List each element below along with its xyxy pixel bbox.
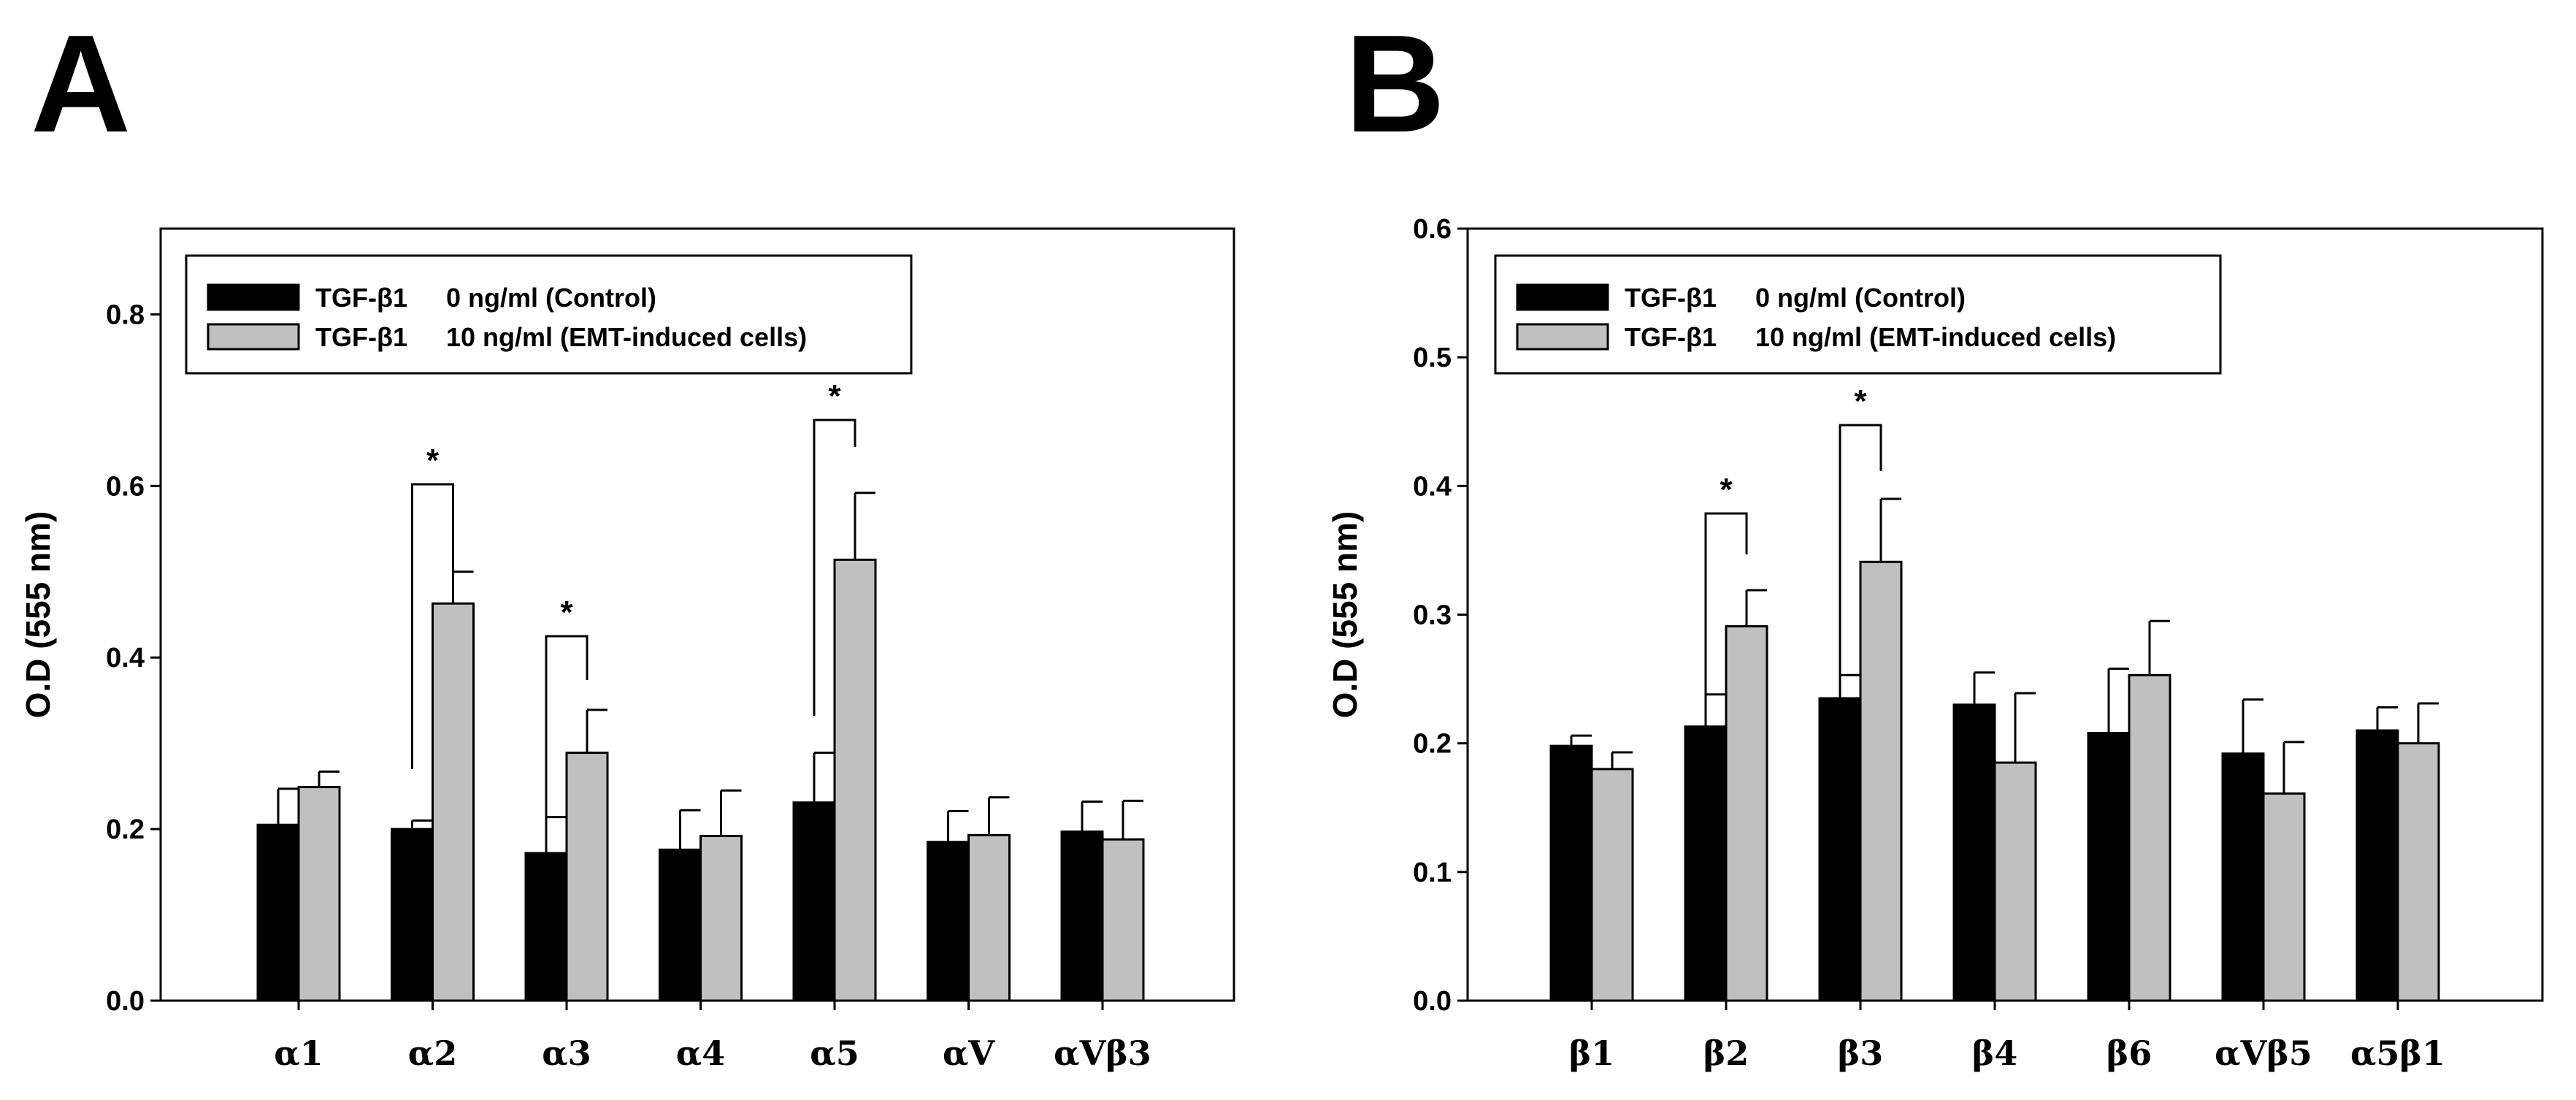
- bar-control: [2355, 729, 2399, 1002]
- bar-emt: [1859, 560, 1903, 1002]
- bar-emt: [833, 558, 877, 1002]
- bar-emt: [1590, 768, 1634, 1002]
- bar-emt: [967, 833, 1011, 1002]
- bar-control: [2087, 732, 2131, 1002]
- bar-emt: [297, 786, 341, 1002]
- legend-series-dose: 10 ng/ml (EMT-induced cells): [1755, 322, 2116, 352]
- x-category-label: αVβ5: [2215, 1034, 2312, 1073]
- legend-box: [1494, 254, 2222, 375]
- bar-control: [927, 841, 970, 1002]
- bar-emt: [2128, 673, 2171, 1002]
- x-category-label: β2: [1703, 1034, 1749, 1073]
- bar-emt: [2396, 742, 2440, 1002]
- legend-series-dose: 0 ng/ml (Control): [446, 283, 656, 313]
- legend-swatch-control: [1516, 283, 1609, 311]
- y-tick-label: 0.8: [106, 299, 145, 330]
- significance-bracket: [813, 419, 856, 716]
- y-tick-label: 0.4: [106, 643, 145, 673]
- plot-frame: [1466, 227, 2544, 1002]
- y-tick-label: 0.0: [1413, 986, 1452, 1017]
- y-tick-label: 0.4: [1413, 471, 1452, 502]
- y-axis-label: O.D (555 nm): [1326, 511, 1364, 719]
- bar-emt: [2262, 792, 2306, 1002]
- legend-box: [185, 254, 913, 375]
- significance-bracket: [545, 635, 589, 821]
- significance-star: *: [560, 595, 573, 630]
- x-category-label: α1: [274, 1034, 323, 1073]
- significance-star: *: [1720, 472, 1733, 508]
- y-tick-label: 0.0: [106, 986, 145, 1017]
- bar-control: [1684, 725, 1728, 1002]
- legend-series-dose: 10 ng/ml (EMT-induced cells): [446, 322, 807, 352]
- significance-bracket: [411, 483, 454, 769]
- y-tick-label: 0.1: [1413, 858, 1452, 888]
- significance-bracket: [1839, 424, 1882, 719]
- bar-control: [1549, 744, 1593, 1002]
- legend-swatch-emt: [207, 323, 300, 351]
- bar-emt: [1993, 761, 2037, 1002]
- x-category-label: α3: [542, 1034, 591, 1073]
- significance-bracket: [1704, 512, 1748, 760]
- x-category-label: β3: [1838, 1034, 1884, 1073]
- x-category-label: β4: [1972, 1034, 2018, 1073]
- y-tick-label: 0.2: [1413, 729, 1452, 760]
- chart-panel-b: B 0.0 0.1 0.2 0.3 0.4 0.5 0.6 O.D (555 nm) β1 β2 β3…: [1326, 7, 2544, 1073]
- legend-series-dose: 0 ng/ml (Control): [1755, 283, 1966, 313]
- x-category-label: αV: [943, 1034, 995, 1073]
- y-tick-label: 0.6: [1413, 214, 1452, 245]
- y-tick-label: 0.3: [1413, 600, 1452, 631]
- bar-control: [256, 823, 300, 1002]
- bar-control: [1952, 703, 1996, 1002]
- x-category-label: α4: [676, 1034, 725, 1073]
- bar-emt: [565, 752, 609, 1002]
- bar-control: [1060, 830, 1104, 1002]
- legend-series-name: TGF-β1: [1625, 283, 1717, 313]
- legend: TGF-β1 0 ng/ml (Control) TGF-β1 10 ng/ml (E…: [1494, 254, 2222, 375]
- legend-swatch-control: [207, 283, 300, 311]
- legend: TGF-β1 0 ng/ml (Control) TGF-β1 10 ng/ml (E…: [185, 254, 913, 375]
- panel-letter: B: [1345, 7, 1445, 161]
- bar-control: [2221, 752, 2265, 1002]
- bar-control: [391, 828, 434, 1002]
- x-category-label: β6: [2107, 1034, 2153, 1073]
- legend-series-name: TGF-β1: [1625, 322, 1717, 352]
- x-category-label: β1: [1569, 1034, 1615, 1073]
- x-category-label: α5: [810, 1034, 859, 1073]
- bar-control: [524, 852, 568, 1002]
- bar-emt: [1101, 838, 1145, 1002]
- x-category-label: α2: [408, 1034, 457, 1073]
- y-tick-label: 0.5: [1413, 343, 1452, 373]
- legend-series-name: TGF-β1: [315, 283, 407, 313]
- significance-star: *: [426, 443, 440, 478]
- y-tick-label: 0.2: [106, 814, 145, 845]
- y-tick-label: 0.6: [106, 471, 145, 502]
- bar-control: [659, 848, 702, 1002]
- y-axis-label: O.D (555 nm): [19, 511, 57, 719]
- x-category-label: αVβ3: [1054, 1034, 1151, 1073]
- significance-star: *: [1854, 383, 1867, 419]
- plot-frame: [159, 227, 1235, 1002]
- bar-emt: [699, 835, 743, 1002]
- bar-emt: [1725, 625, 1768, 1002]
- bar-control: [792, 801, 836, 1002]
- chart-panel-a: A 0.0 0.2 0.4 0.6 0.8 O.D (555 nm) α1 α2 α3 α4 α5 αV…: [19, 7, 1235, 1073]
- bar-control: [1818, 697, 1862, 1002]
- legend-series-name: TGF-β1: [315, 322, 407, 352]
- significance-star: *: [828, 378, 841, 414]
- bar-emt: [432, 602, 475, 1002]
- legend-swatch-emt: [1516, 323, 1609, 351]
- panel-letter: A: [31, 7, 131, 161]
- x-category-label: α5β1: [2350, 1034, 2445, 1073]
